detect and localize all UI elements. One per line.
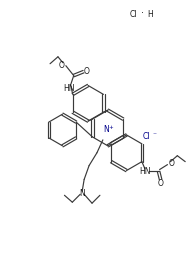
Text: HN: HN	[63, 84, 74, 93]
Text: ⁻: ⁻	[152, 131, 156, 139]
Text: O: O	[158, 179, 164, 188]
Text: Cl: Cl	[142, 132, 150, 141]
Text: N: N	[103, 125, 109, 134]
Text: O: O	[59, 61, 65, 70]
Text: HN: HN	[139, 167, 151, 176]
Text: ·: ·	[141, 8, 144, 18]
Text: O: O	[168, 159, 174, 168]
Text: Cl: Cl	[130, 10, 137, 19]
Text: N: N	[79, 189, 85, 198]
Text: H: H	[147, 10, 153, 19]
Text: O: O	[84, 67, 89, 76]
Text: +: +	[108, 125, 113, 130]
